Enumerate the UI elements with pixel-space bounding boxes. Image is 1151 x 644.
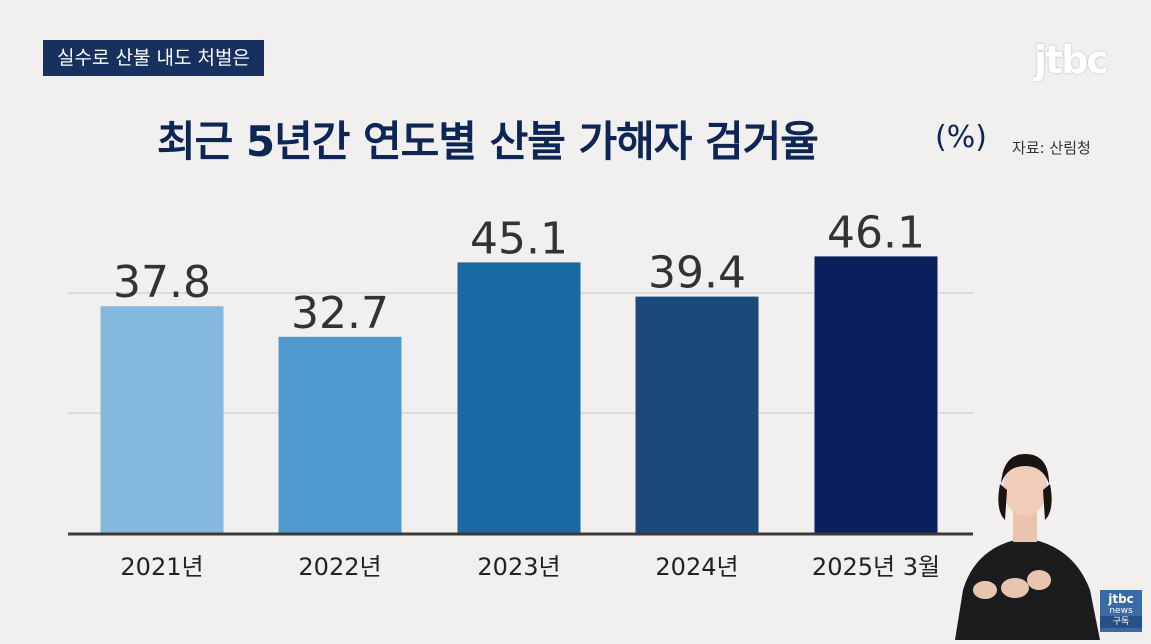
logo-text: jtbc <box>1034 38 1109 82</box>
x-tick-label: 2021년 <box>120 553 203 581</box>
subscribe-badge[interactable]: jtbc news 구독 <box>1100 590 1142 632</box>
badge-subscribe: 구독 <box>1100 616 1142 628</box>
badge-logo: jtbc <box>1108 592 1134 606</box>
bar <box>278 336 402 533</box>
chart-source: 자료: 산림청 <box>1012 139 1091 157</box>
jtbc-logo: jtbc <box>1034 38 1109 82</box>
x-tick-label: 2023년 <box>477 553 560 581</box>
caption-box: 실수로 산불 내도 처벌은 <box>43 40 264 76</box>
chart-title: 최근 5년간 연도별 산불 가해자 검거율 <box>157 117 819 166</box>
data-label: 39.4 <box>648 248 746 299</box>
data-label: 32.7 <box>291 288 389 339</box>
data-label: 46.1 <box>827 207 925 258</box>
bar <box>100 306 224 533</box>
badge-news: news <box>1109 606 1133 616</box>
bar <box>457 262 581 533</box>
chart-unit: (%) <box>935 120 987 155</box>
chart-header: 최근 5년간 연도별 산불 가해자 검거율 (%) 자료: 산림청 <box>0 108 1151 168</box>
data-label: 37.8 <box>113 257 211 308</box>
caption-text: 실수로 산불 내도 처벌은 <box>57 47 250 69</box>
x-tick-label: 2022년 <box>298 553 381 581</box>
data-label: 45.1 <box>470 213 568 264</box>
x-tick-label: 2025년 3월 <box>812 553 940 581</box>
bar <box>814 256 938 533</box>
x-tick-label: 2024년 <box>655 553 738 581</box>
sign-language-interpreter <box>945 440 1105 640</box>
bar <box>635 296 759 533</box>
